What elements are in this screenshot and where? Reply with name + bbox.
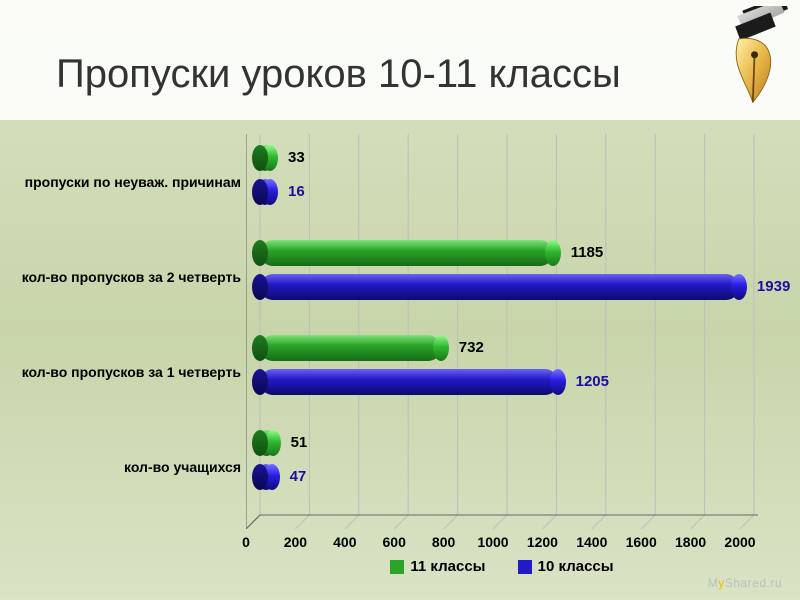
legend-label: 10 классы (538, 558, 614, 575)
data-label: 16 (288, 183, 305, 200)
y-category-label: кол-во учащихся (124, 459, 241, 475)
slide-title: Пропуски уроков 10-11 классы (56, 52, 621, 97)
watermark: MyShared.ru (708, 576, 782, 590)
legend-item: 11 классы (390, 558, 485, 575)
x-tick: 1000 (477, 534, 508, 550)
legend-swatch (390, 560, 404, 574)
bar (260, 145, 270, 171)
legend-label: 11 классы (410, 558, 485, 575)
data-label: 33 (288, 149, 305, 166)
y-category-label: кол-во пропусков за 1 четверть (22, 364, 241, 380)
x-tick: 1800 (675, 534, 706, 550)
y-category-label: пропуски по неуваж. причинам (25, 174, 241, 190)
x-tick: 0 (242, 534, 250, 550)
y-category-label: кол-во пропусков за 2 четверть (22, 269, 241, 285)
bar (260, 274, 739, 300)
bar (260, 369, 558, 395)
x-tick: 600 (383, 534, 406, 550)
chart: 33161185193973212055147 пропуски по неув… (46, 134, 758, 580)
bars-layer: 33161185193973212055147 (246, 134, 758, 529)
bar (260, 430, 273, 456)
bar (260, 179, 270, 205)
x-tick: 800 (432, 534, 455, 550)
x-tick: 1200 (527, 534, 558, 550)
x-tick: 400 (333, 534, 356, 550)
bar (260, 240, 553, 266)
legend-item: 10 классы (518, 558, 614, 575)
data-label: 732 (459, 339, 484, 356)
bar (260, 335, 441, 361)
slide: Пропуски уроков 10-11 классы (0, 0, 800, 600)
x-tick: 1600 (626, 534, 657, 550)
data-label: 51 (291, 434, 308, 451)
data-label: 47 (290, 468, 307, 485)
data-label: 1185 (571, 244, 604, 261)
legend-swatch (518, 560, 532, 574)
legend: 11 классы 10 классы (246, 558, 758, 578)
x-tick: 1400 (576, 534, 607, 550)
x-tick: 200 (284, 534, 307, 550)
pen-icon (700, 6, 788, 114)
bar (260, 464, 272, 490)
data-label: 1205 (576, 373, 609, 390)
x-tick: 2000 (724, 534, 755, 550)
data-label: 1939 (757, 278, 790, 295)
